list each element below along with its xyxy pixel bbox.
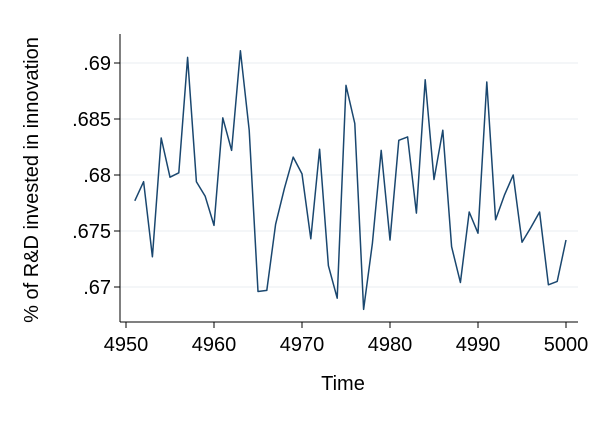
x-tick-label: 4980 bbox=[368, 334, 413, 356]
series-line bbox=[134, 49, 567, 311]
x-tick-label: 4990 bbox=[456, 334, 501, 356]
y-tick-label: .69 bbox=[83, 53, 111, 75]
x-tick-label: 4960 bbox=[192, 334, 237, 356]
x-tick-label: 4970 bbox=[280, 334, 325, 356]
series-group bbox=[134, 49, 567, 311]
x-axis-title: Time bbox=[321, 373, 365, 395]
x-tick-label: 5000 bbox=[544, 334, 589, 356]
x-ticks: 4950 4960 4970 4980 4990 5000 bbox=[104, 322, 589, 356]
y-tick-label: .675 bbox=[72, 221, 111, 243]
y-ticks: .67 .675 .68 .685 .69 bbox=[72, 53, 120, 299]
x-tick-label: 4950 bbox=[104, 334, 149, 356]
y-tick-label: .685 bbox=[72, 109, 111, 131]
y-tick-label: .67 bbox=[83, 277, 111, 299]
y-axis-title: % of R&D invested in innovation bbox=[21, 37, 43, 323]
y-tick-label: .68 bbox=[83, 165, 111, 187]
